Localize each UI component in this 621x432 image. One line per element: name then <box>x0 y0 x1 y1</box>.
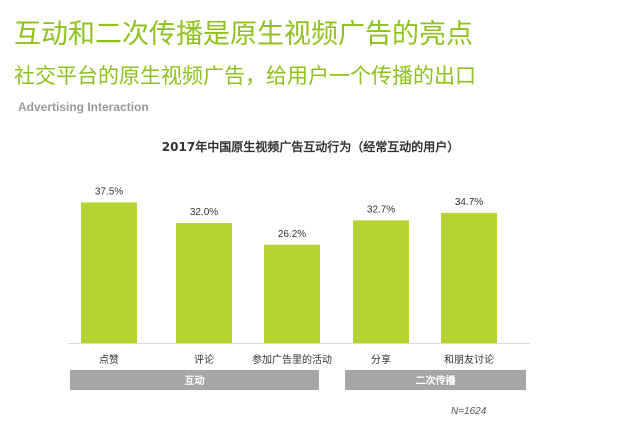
bar-value-label: 26.2% <box>278 229 306 240</box>
bar <box>441 212 497 343</box>
bar-value-label: 32.7% <box>367 204 395 215</box>
category-tick-label: 分享 <box>371 353 391 366</box>
bar <box>176 223 232 343</box>
category-tick-label: 参加广告里的活动 <box>252 353 332 366</box>
sample-size-note: N=1624 <box>451 406 487 417</box>
page-title: 互动和二次传播是原生视频广告的亮点 <box>14 19 473 50</box>
bar-value-label: 34.7% <box>455 197 483 208</box>
category-tick-label: 评论 <box>194 353 214 366</box>
group-label: 互动 <box>185 374 205 387</box>
group-band <box>345 370 526 390</box>
category-tick-label: 点赞 <box>99 353 119 366</box>
category-tick-label: 和朋友讨论 <box>444 353 494 366</box>
group-label: 二次传播 <box>416 374 457 387</box>
bar-value-label: 32.0% <box>190 207 218 218</box>
bar <box>264 244 320 343</box>
section-label: Advertising Interaction <box>18 100 149 114</box>
group-band <box>70 370 319 390</box>
bar <box>81 202 137 343</box>
page-subtitle: 社交平台的原生视频广告，给用户一个传播的出口 <box>14 64 476 88</box>
chart-title: 2017年中国原生视频广告互动行为（经常互动的用户） <box>161 140 460 154</box>
bar-value-label: 37.5% <box>95 186 123 197</box>
bar <box>353 220 409 343</box>
